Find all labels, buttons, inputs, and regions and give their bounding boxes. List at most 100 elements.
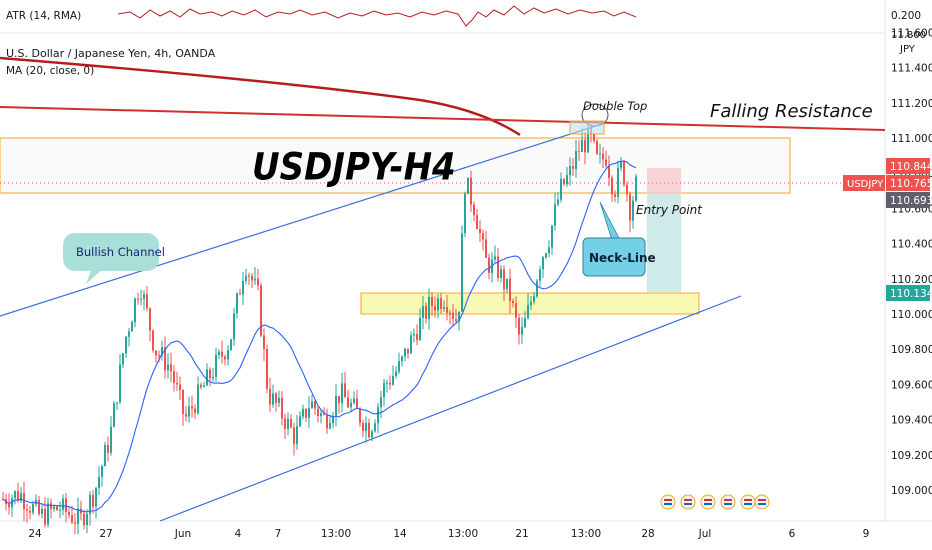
- candle-body: [521, 327, 523, 335]
- candle-body: [77, 508, 79, 524]
- y-tick-label: 109.200: [891, 450, 932, 462]
- candle-body: [524, 318, 526, 328]
- event-flag-icon[interactable]: [754, 494, 770, 510]
- event-flag-icon[interactable]: [740, 494, 756, 510]
- candle-body: [308, 408, 310, 418]
- candle-body: [452, 312, 454, 320]
- candle-body: [245, 275, 247, 281]
- bullish-channel-pointer: [86, 268, 104, 284]
- candle-body: [110, 426, 112, 453]
- candle-body: [419, 317, 421, 340]
- candle-body: [530, 301, 532, 306]
- y-tick-label: 109.800: [891, 344, 932, 356]
- candle-body: [329, 423, 331, 429]
- candle-body: [227, 350, 229, 360]
- candle-body: [116, 402, 118, 404]
- candle-body: [380, 397, 382, 408]
- candle-body: [47, 503, 49, 525]
- event-flag-icon[interactable]: [700, 494, 716, 510]
- candle-body: [41, 508, 43, 515]
- candle-body: [455, 319, 457, 322]
- candle-body: [341, 383, 343, 404]
- candle-body: [125, 336, 127, 354]
- candle-body: [593, 134, 595, 141]
- candle-body: [50, 503, 52, 510]
- candle-body: [365, 422, 367, 432]
- candle-body: [512, 300, 514, 304]
- candle-body: [473, 204, 475, 216]
- candle-body: [239, 293, 241, 295]
- x-tick-label: 13:00: [321, 528, 351, 540]
- candle-body: [248, 275, 250, 277]
- candle-body: [200, 384, 202, 388]
- candle-body: [428, 296, 430, 319]
- candle-body: [224, 356, 226, 360]
- candle-body: [332, 415, 334, 424]
- double-top-label: Double Top: [583, 99, 647, 113]
- x-tick-label: 27: [99, 528, 112, 540]
- candle-body: [497, 256, 499, 278]
- target-box: [647, 194, 681, 292]
- candle-body: [488, 257, 490, 274]
- time-axis: 24 27 Jun 4 7 13:00 14 13:00 21 13:00 28 Jul 6 9: [0, 520, 932, 540]
- candle-body: [515, 303, 517, 318]
- candle-body: [230, 339, 232, 351]
- candle-body: [44, 508, 46, 525]
- current-tag: 110.765: [890, 178, 932, 190]
- candle-body: [164, 347, 166, 371]
- candle-body: [71, 515, 73, 523]
- candle-body: [137, 298, 139, 300]
- candle-body: [620, 161, 622, 168]
- candle-body: [611, 177, 613, 195]
- candle-body: [17, 491, 19, 501]
- candle-body: [158, 355, 160, 357]
- candle-body: [314, 401, 316, 409]
- falling-resistance-line: [0, 106, 886, 131]
- stop-box: [647, 168, 681, 194]
- candle-body: [368, 422, 370, 438]
- y-tick-label: 109.000: [891, 485, 932, 497]
- candle-body: [542, 257, 544, 270]
- candle-body: [242, 280, 244, 295]
- candle-body: [605, 159, 607, 166]
- atr-axis-value: 0.200: [891, 10, 921, 22]
- event-flag-icon[interactable]: [680, 494, 696, 510]
- candle-body: [536, 280, 538, 297]
- x-tick-label: 4: [235, 528, 242, 540]
- candle-body: [302, 408, 304, 417]
- candle-body: [554, 204, 556, 226]
- x-tick-label: 9: [863, 528, 870, 540]
- candle-body: [539, 269, 541, 281]
- candle-body: [377, 407, 379, 424]
- candle-body: [173, 371, 175, 383]
- candle-body: [140, 298, 142, 300]
- candle-body: [608, 165, 610, 178]
- candle-body: [470, 177, 472, 205]
- bullish-channel-label: Bullish Channel: [76, 245, 165, 259]
- y-tick-label: 111.600: [891, 27, 932, 39]
- candle-body: [347, 397, 349, 408]
- candle-body: [386, 382, 388, 384]
- event-flag-icon[interactable]: [720, 494, 736, 510]
- neck-line-callout: [582, 237, 646, 277]
- candle-body: [434, 306, 436, 311]
- candle-body: [185, 414, 187, 417]
- candle-body: [431, 296, 433, 307]
- candle-body: [167, 364, 169, 371]
- candle-body: [563, 178, 565, 185]
- bullish-channel-callout: [63, 233, 159, 271]
- candle-body: [191, 406, 193, 409]
- candle-body: [476, 215, 478, 229]
- candle-body: [254, 278, 256, 281]
- symbol-tag: USDJPY: [847, 179, 884, 190]
- economic-events[interactable]: [660, 494, 770, 510]
- candle-body: [374, 423, 376, 432]
- candle-body: [581, 139, 583, 152]
- candle-body: [422, 306, 424, 318]
- candle-body: [425, 306, 427, 319]
- candle-body: [560, 178, 562, 200]
- candle-body: [461, 233, 463, 312]
- event-flag-icon[interactable]: [660, 494, 676, 510]
- ma-label: MA (20, close, 0): [6, 65, 94, 77]
